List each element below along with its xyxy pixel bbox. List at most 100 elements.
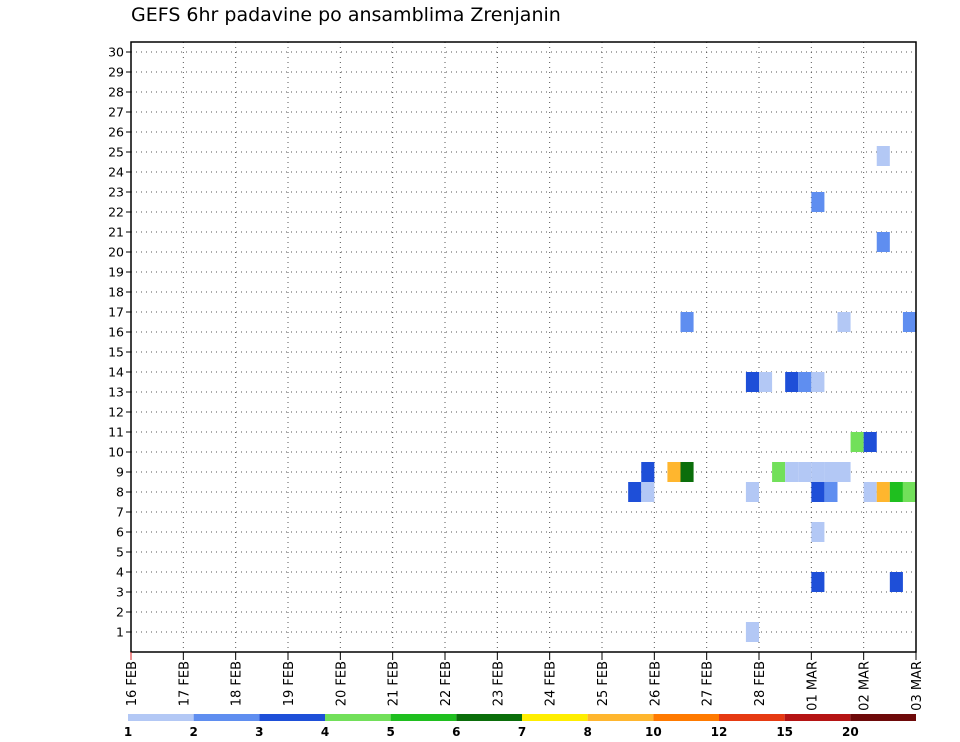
y-tick-label: 8 xyxy=(116,485,124,500)
precip-cell xyxy=(811,522,825,542)
y-tick-label: 22 xyxy=(108,205,124,220)
y-tick-label: 13 xyxy=(108,385,124,400)
precip-cell xyxy=(745,482,759,502)
precip-cell xyxy=(798,462,812,482)
y-tick-label: 27 xyxy=(108,105,124,120)
y-tick-label: 10 xyxy=(108,445,124,460)
precip-cell xyxy=(785,372,799,392)
grid-lines xyxy=(131,42,916,652)
precip-cell xyxy=(811,572,825,592)
y-tick-label: 12 xyxy=(108,405,124,420)
legend-label: 8 xyxy=(583,725,591,739)
x-tick-label: 01 MAR xyxy=(805,661,820,711)
chart-title: GEFS 6hr padavine po ansamblima Zrenjani… xyxy=(131,4,561,26)
x-tick-label: 21 FEB xyxy=(387,661,402,706)
legend-swatch xyxy=(390,714,457,721)
x-tick-label: 25 FEB xyxy=(596,661,611,706)
x-tick-label: 27 FEB xyxy=(701,661,716,706)
precip-cell xyxy=(902,482,916,502)
precip-cell xyxy=(667,462,681,482)
y-tick-label: 2 xyxy=(116,605,124,620)
x-tick-label: 18 FEB xyxy=(230,661,245,706)
precip-cell xyxy=(850,432,864,452)
y-tick-label: 28 xyxy=(108,85,124,100)
x-tick-label: 17 FEB xyxy=(177,661,192,706)
precip-cell xyxy=(824,462,838,482)
precip-cell xyxy=(876,482,890,502)
y-tick-label: 3 xyxy=(116,585,124,600)
x-tick-label: 02 MAR xyxy=(858,661,873,711)
precip-cell xyxy=(863,482,877,502)
precip-cell xyxy=(798,372,812,392)
legend-label: 5 xyxy=(386,725,394,739)
y-axis: 1234567891011121314151617181920212223242… xyxy=(108,45,131,640)
precip-cell xyxy=(745,622,759,642)
legend-swatch xyxy=(850,714,916,721)
precip-cell xyxy=(863,432,877,452)
precip-cell xyxy=(811,482,825,502)
legend-label: 2 xyxy=(189,725,197,739)
legend-label: 12 xyxy=(711,725,728,739)
x-axis: 16 FEB 17 FEB 18 FEB 19 FEB 20 FEB 21 FEB 22 F… xyxy=(125,652,925,711)
y-tick-label: 6 xyxy=(116,525,124,540)
legend-swatch xyxy=(456,714,522,721)
precip-cell xyxy=(811,372,825,392)
precip-cells xyxy=(628,146,916,642)
legend-swatch xyxy=(193,714,260,721)
legend-swatch xyxy=(719,714,785,721)
legend-label: 15 xyxy=(776,725,793,739)
y-tick-label: 9 xyxy=(116,465,124,480)
y-tick-label: 21 xyxy=(108,225,124,240)
y-tick-label: 15 xyxy=(108,345,124,360)
legend-label: 4 xyxy=(321,725,329,739)
precip-cell xyxy=(811,462,825,482)
legend-swatch xyxy=(325,714,391,721)
y-tick-label: 5 xyxy=(116,545,124,560)
precip-cell xyxy=(811,192,825,212)
y-tick-label: 23 xyxy=(108,185,124,200)
precip-cell xyxy=(772,462,786,482)
precip-cell xyxy=(641,462,655,482)
legend-swatch xyxy=(587,714,654,721)
x-tick-label: 19 FEB xyxy=(282,661,297,706)
x-tick-label: 24 FEB xyxy=(544,661,559,706)
legend-swatch xyxy=(128,714,194,721)
y-tick-label: 16 xyxy=(108,325,124,340)
precip-cell xyxy=(876,146,890,166)
precip-cell xyxy=(876,232,890,252)
y-tick-label: 30 xyxy=(108,45,124,60)
y-tick-label: 25 xyxy=(108,145,124,160)
precip-cell xyxy=(759,372,773,392)
precip-cell xyxy=(837,312,851,332)
precip-cell xyxy=(680,312,694,332)
legend-label: 7 xyxy=(518,725,526,739)
y-tick-label: 11 xyxy=(108,425,124,440)
x-tick-label: 16 FEB xyxy=(125,661,140,706)
x-tick-label: 22 FEB xyxy=(439,661,454,706)
precip-cell xyxy=(785,462,799,482)
legend-label: 1 xyxy=(124,725,132,739)
y-tick-label: 29 xyxy=(108,65,124,80)
y-tick-label: 18 xyxy=(108,285,124,300)
precip-cell xyxy=(902,312,916,332)
precip-cell xyxy=(889,572,903,592)
y-tick-label: 7 xyxy=(116,505,124,520)
x-tick-label: 26 FEB xyxy=(648,661,663,706)
precip-cell xyxy=(680,462,694,482)
y-tick-label: 26 xyxy=(108,125,124,140)
precip-cell xyxy=(628,482,642,502)
y-tick-label: 17 xyxy=(108,305,124,320)
legend-label: 6 xyxy=(452,725,460,739)
precip-cell xyxy=(889,482,903,502)
x-tick-label: 20 FEB xyxy=(334,661,349,706)
plot-frame xyxy=(130,41,917,653)
x-tick-label: 03 MAR xyxy=(910,661,925,711)
legend-label: 3 xyxy=(255,725,263,739)
precip-cell xyxy=(824,482,838,502)
y-tick-label: 14 xyxy=(108,365,124,380)
y-tick-label: 19 xyxy=(108,265,124,280)
precip-cell xyxy=(745,372,759,392)
legend-swatch xyxy=(784,714,851,721)
legend-swatch xyxy=(259,714,325,721)
